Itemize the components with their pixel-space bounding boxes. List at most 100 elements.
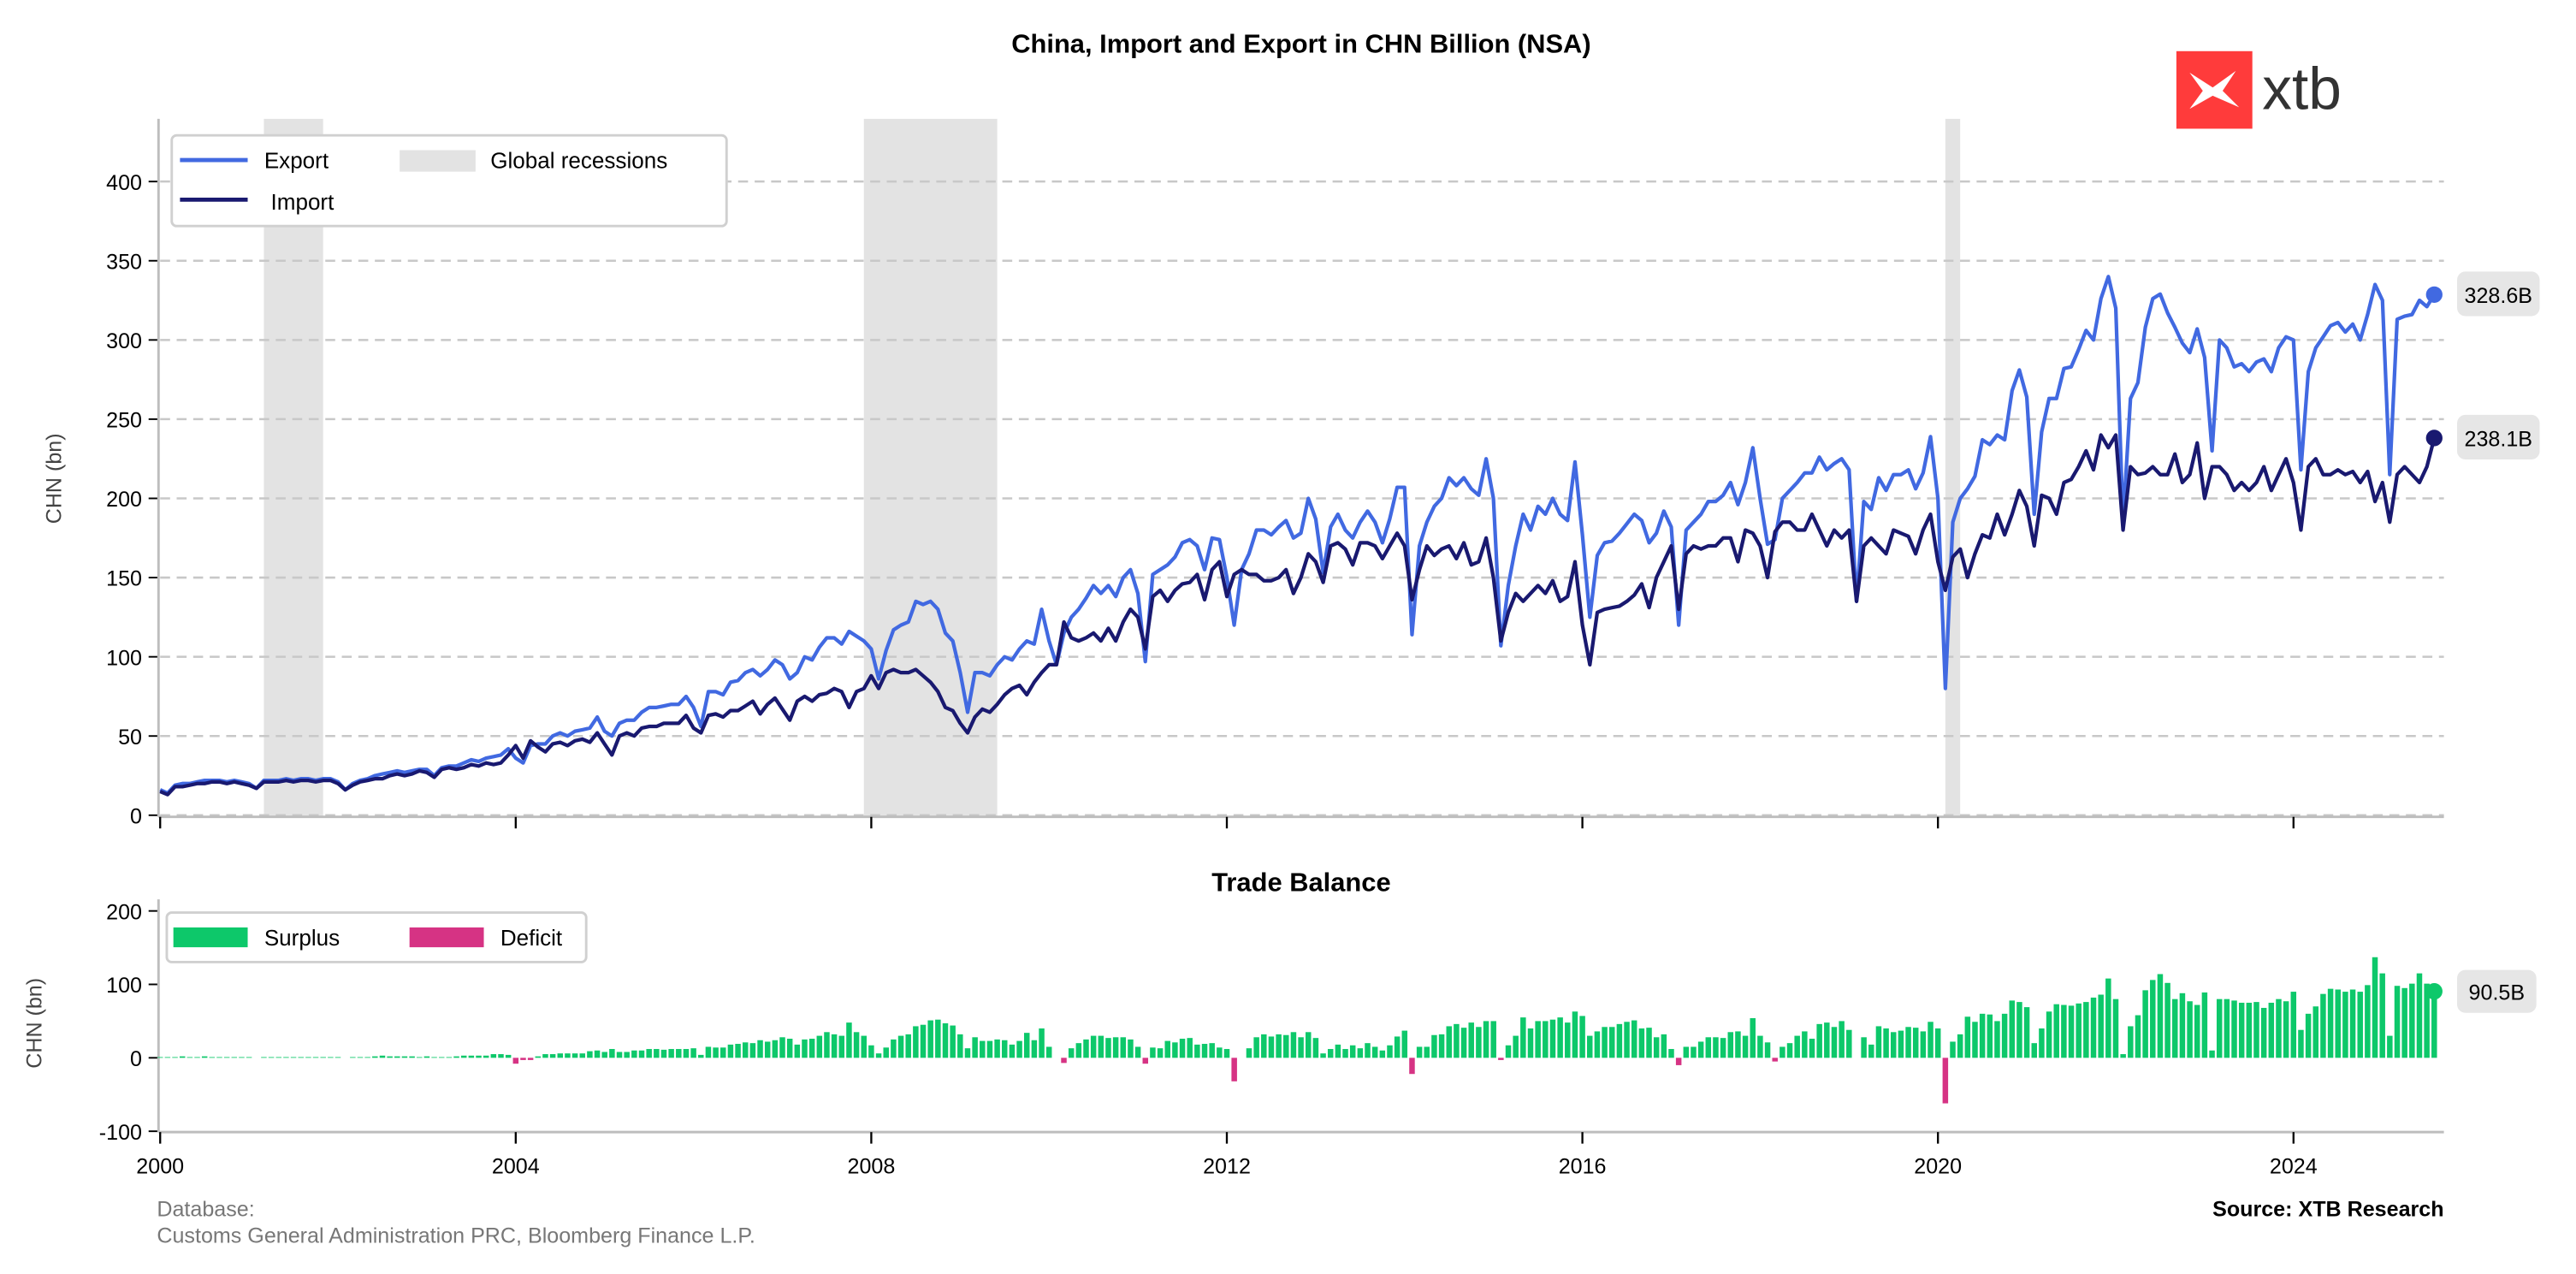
surplus-bar [713,1047,719,1058]
surplus-bar [223,1057,230,1058]
surplus-bar [1253,1037,1259,1058]
surplus-bar [654,1049,660,1058]
surplus-bar [1261,1034,1267,1058]
surplus-bar [927,1020,933,1058]
surplus-bar [549,1054,556,1058]
x-tick-label: 2012 [1203,1154,1251,1178]
surplus-bar [994,1039,1000,1058]
surplus-bar [2046,1011,2052,1058]
surplus-bar [1246,1048,1252,1058]
surplus-bar [2039,1028,2045,1058]
surplus-bar [950,1025,956,1058]
surplus-bar [1357,1048,1364,1058]
surplus-bar [742,1042,749,1058]
y-tick-label: 200 [106,900,142,924]
surplus-bar [1668,1049,1674,1058]
surplus-bar [1846,1029,1852,1058]
surplus-bar [328,1057,334,1058]
surplus-bar [2416,973,2423,1058]
surplus-bar [683,1049,690,1058]
surplus-bar [2150,980,2156,1058]
surplus-bar [1424,1046,1430,1058]
logo-text: xtb [2262,55,2342,121]
surplus-bar [668,1049,674,1058]
surplus-bar [2305,1013,2312,1058]
surplus-bar [2128,1026,2134,1058]
surplus-bar [609,1049,615,1058]
surplus-bar [1608,1027,1615,1058]
surplus-bar [1312,1038,1319,1058]
surplus-bar [1572,1011,1578,1058]
surplus-bar [905,1034,911,1058]
end-label-box [2457,969,2537,1013]
surplus-bar [1527,1028,1534,1058]
recession-band [264,118,323,817]
surplus-bar [2135,1015,2141,1058]
surplus-bar [2009,1000,2016,1058]
database-label: Database: [157,1198,254,1222]
deficit-bar [1142,1058,1149,1064]
balance-end-label: 90.5B [2469,981,2526,1004]
surplus-bar [483,1055,489,1058]
surplus-bar [779,1037,785,1058]
surplus-bar [1454,1023,1460,1058]
surplus-bar [1549,1019,1556,1058]
surplus-bar [1594,1031,1601,1058]
top-plot: 0 50 100 150 200 250 300 350 400 328.6B 238.1B [106,118,2540,828]
surplus-bar [1750,1017,1756,1058]
surplus-bar [2164,982,2170,1058]
surplus-bar [2076,1003,2082,1058]
surplus-bar [838,1035,845,1058]
export-end-dot [2425,286,2443,304]
surplus-bar [1780,1046,1785,1058]
logo-x-icon [2189,70,2240,110]
surplus-bar [1201,1044,1208,1058]
surplus-bar [2068,1005,2075,1058]
surplus-bar [638,1050,645,1058]
x-tick-label: 2020 [1914,1154,1962,1178]
surplus-bar [2357,992,2363,1058]
surplus-bar [357,1057,364,1058]
surplus-bar [335,1057,341,1058]
surplus-bar [1068,1048,1075,1058]
surplus-bar [268,1057,275,1058]
surplus-bar [2142,990,2148,1058]
surplus-bar [1283,1034,1289,1058]
surplus-bar [802,1039,808,1058]
surplus-bar [616,1052,623,1058]
surplus-bar [1320,1053,1326,1058]
legend-recession-swatch [400,150,476,172]
surplus-bar [157,1057,163,1058]
surplus-bar [2260,1007,2267,1058]
surplus-bar [1387,1045,1393,1058]
surplus-bar [749,1043,756,1058]
surplus-bar [942,1022,949,1058]
surplus-bar [209,1057,216,1058]
xtb-logo: xtb [2176,50,2342,129]
surplus-bar [705,1046,712,1058]
surplus-bar [1713,1037,1719,1058]
top-legend: Export Import Global recessions [170,133,728,228]
y-tick-label: 350 [106,250,142,274]
surplus-bar [2238,1002,2245,1058]
surplus-bar [179,1056,186,1058]
surplus-bar [1786,1043,1793,1058]
deficit-bar [1409,1058,1415,1075]
surplus-bar [1365,1043,1371,1058]
y-tick-label: 250 [106,409,142,433]
surplus-bar [1150,1047,1156,1058]
surplus-bar [2231,1000,2237,1058]
surplus-bar [2246,1002,2253,1058]
surplus-bar [187,1057,193,1058]
surplus-bar [320,1057,326,1058]
surplus-bar [2409,983,2415,1058]
surplus-bar [290,1057,297,1058]
legend-surplus-label: Surplus [264,925,340,951]
surplus-bar [1483,1021,1489,1058]
y-tick-label: -100 [99,1121,142,1145]
surplus-bar [298,1057,304,1058]
surplus-bar [172,1057,178,1058]
surplus-bar [980,1040,986,1058]
surplus-bar [1720,1038,1726,1058]
